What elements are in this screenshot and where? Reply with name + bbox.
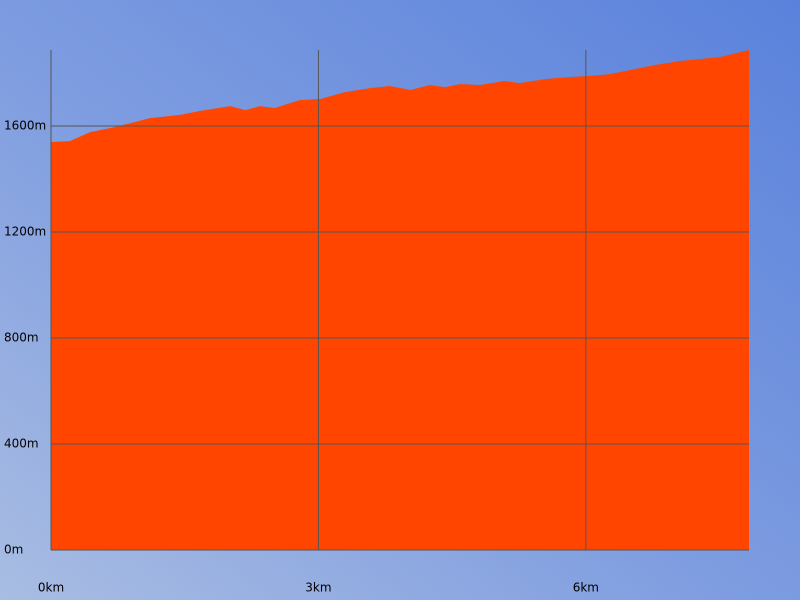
x-tick-label: 3km	[305, 581, 331, 595]
elevation-area	[51, 50, 749, 550]
x-tick-label: 0km	[38, 581, 64, 595]
y-tick-label: 800m	[4, 331, 39, 345]
x-tick-label: 6km	[573, 581, 599, 595]
y-tick-label: 1200m	[4, 225, 46, 239]
y-tick-label: 1600m	[4, 119, 46, 133]
y-tick-label: 400m	[4, 437, 39, 451]
y-tick-label: 0m	[4, 543, 23, 557]
